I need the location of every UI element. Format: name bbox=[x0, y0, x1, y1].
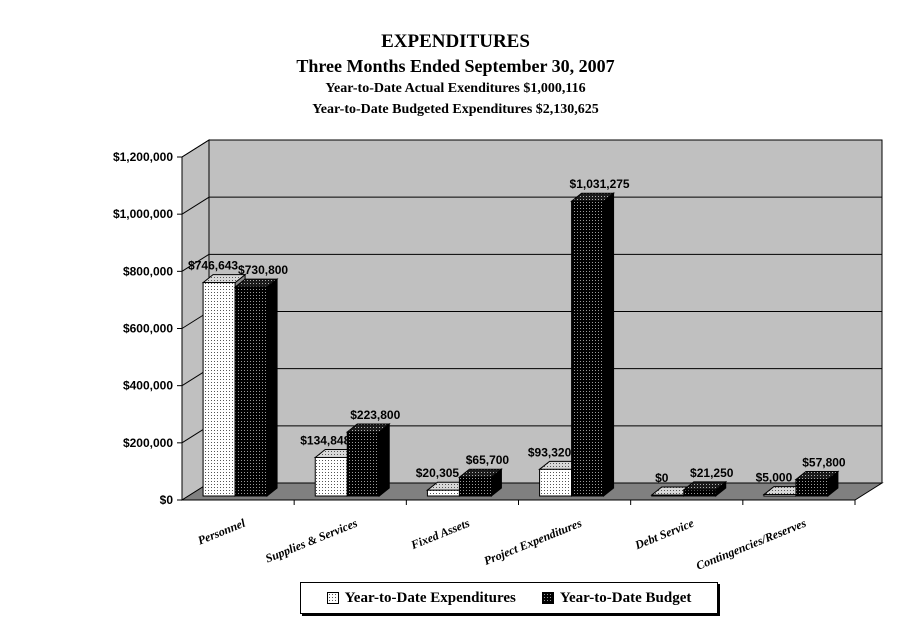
gridline-side bbox=[181, 253, 210, 272]
data-label-budget: $223,800 bbox=[350, 408, 400, 422]
x-category-label: Debt Service bbox=[632, 516, 697, 553]
x-category-label: Fixed Assets bbox=[408, 516, 472, 553]
bar-side bbox=[378, 422, 390, 498]
bar-budget bbox=[795, 478, 829, 497]
bar-expenditures bbox=[539, 468, 573, 497]
data-label-budget: $65,700 bbox=[466, 453, 510, 467]
gridline-side bbox=[181, 139, 210, 158]
legend-swatch-budget bbox=[541, 592, 554, 604]
gridline-side bbox=[181, 196, 210, 215]
data-label-expenditures: $134,848 bbox=[300, 433, 350, 447]
x-category-label: Contingencies/Reserves bbox=[694, 516, 808, 573]
data-label-budget: $21,250 bbox=[690, 466, 734, 480]
y-tick-label: $800,000 bbox=[123, 264, 173, 278]
chart-subtitle: Three Months Ended September 30, 2007 bbox=[296, 56, 615, 76]
x-category-label: Personnel bbox=[196, 516, 248, 548]
legend-label-expenditures: Year-to-Date Expenditures bbox=[344, 589, 516, 606]
chart-note-actual: Year-to-Date Actual Exenditures $1,000,1… bbox=[325, 81, 586, 96]
legend-swatch-expenditures bbox=[326, 592, 339, 604]
bar-expenditures bbox=[763, 494, 797, 497]
y-tick-label: $0 bbox=[160, 493, 174, 507]
bar-expenditures bbox=[202, 282, 236, 497]
x-category-label: Supplies & Services bbox=[263, 516, 359, 566]
data-label-expenditures: $20,305 bbox=[416, 466, 460, 480]
legend-item-budget: Year-to-Date Budget bbox=[541, 589, 692, 607]
bar-expenditures bbox=[426, 489, 460, 497]
bar-budget bbox=[571, 200, 605, 497]
chart-legend: Year-to-Date Expenditures Year-to-Date B… bbox=[300, 582, 718, 614]
bar-side bbox=[266, 278, 278, 498]
bar-side bbox=[603, 192, 615, 498]
legend-label-budget: Year-to-Date Budget bbox=[559, 589, 692, 606]
chart-note-budget: Year-to-Date Budgeted Expenditures $2,13… bbox=[312, 102, 599, 117]
chart-titles: EXPENDITURES Three Months Ended Septembe… bbox=[0, 30, 911, 120]
chart-title: EXPENDITURES bbox=[381, 31, 530, 52]
data-label-expenditures: $746,643 bbox=[188, 259, 238, 273]
data-label-expenditures: $5,000 bbox=[756, 471, 793, 485]
y-tick-label: $600,000 bbox=[123, 322, 173, 336]
y-tick-label: $1,000,000 bbox=[113, 207, 173, 221]
bar-budget bbox=[234, 286, 268, 497]
bar-budget bbox=[458, 476, 492, 497]
data-label-expenditures: $0 bbox=[655, 471, 669, 485]
y-tick-label: $200,000 bbox=[123, 436, 173, 450]
bar-expenditures bbox=[314, 456, 348, 497]
x-category-label: Project Expenditures bbox=[482, 516, 584, 568]
data-label-expenditures: $93,320 bbox=[528, 445, 572, 459]
bar-budget bbox=[346, 431, 380, 497]
legend-item-expenditures: Year-to-Date Expenditures bbox=[326, 589, 516, 607]
data-label-budget: $57,800 bbox=[802, 455, 846, 469]
y-tick-label: $1,200,000 bbox=[113, 150, 173, 164]
data-label-budget: $1,031,275 bbox=[570, 177, 630, 191]
bar-budget bbox=[683, 489, 717, 497]
data-label-budget: $730,800 bbox=[238, 263, 288, 277]
bar-expenditures bbox=[651, 494, 685, 497]
y-tick-label: $400,000 bbox=[123, 379, 173, 393]
